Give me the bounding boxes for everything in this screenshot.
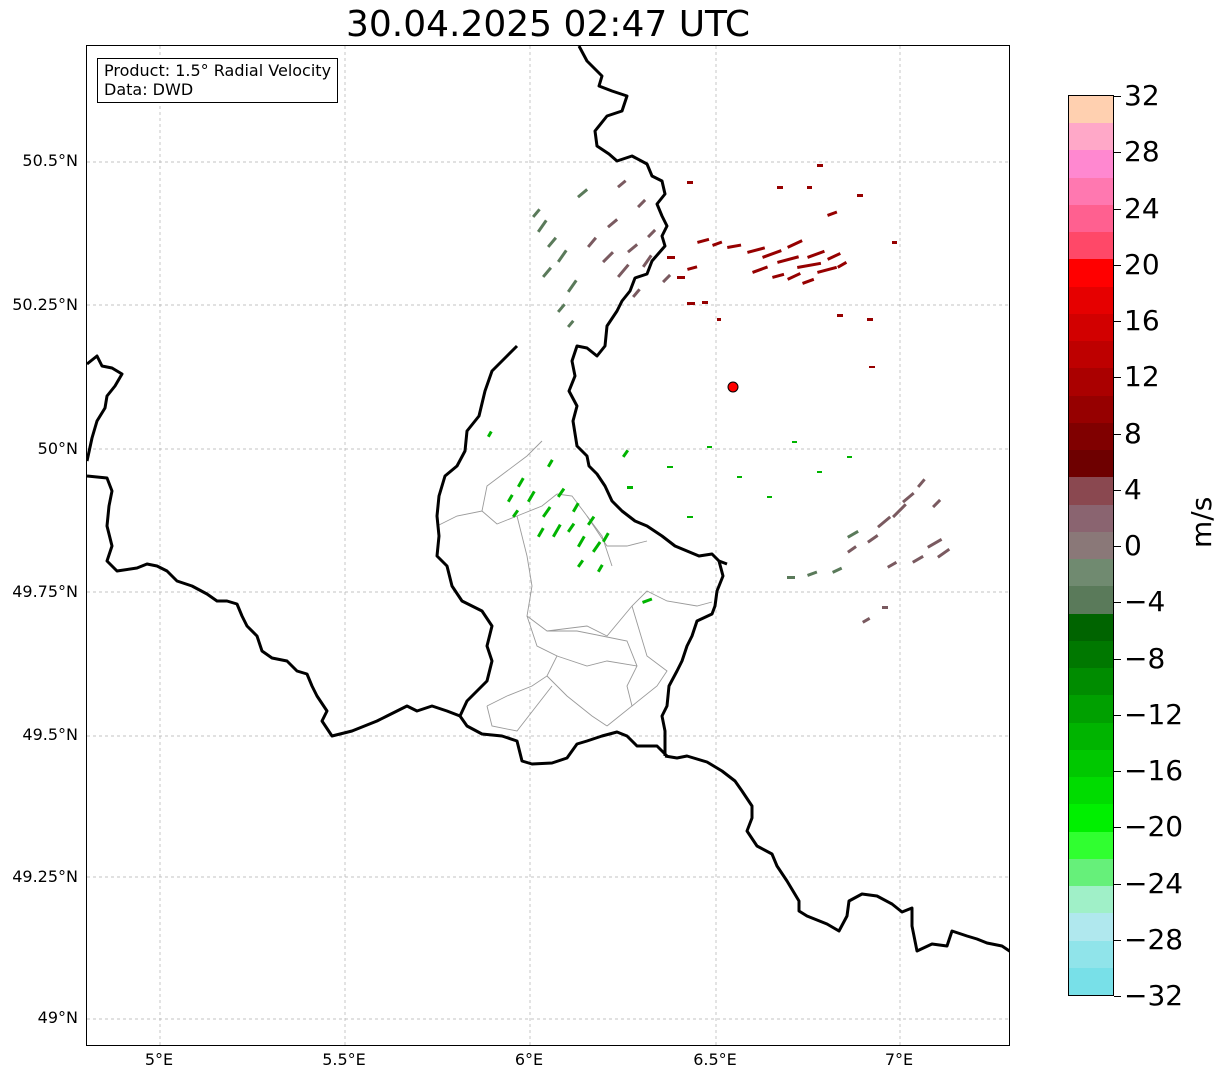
colorbar-segment — [1069, 450, 1113, 478]
colorbar-tick — [1114, 883, 1121, 885]
lon-label: 5°E — [144, 1050, 174, 1069]
colorbar-segment — [1069, 586, 1113, 615]
colorbar-segment — [1069, 559, 1113, 587]
colorbar-tick — [1114, 489, 1121, 491]
colorbar-tick-label: 0 — [1124, 529, 1142, 562]
colorbar-segment — [1069, 804, 1113, 833]
colorbar-segment — [1069, 395, 1113, 424]
velocity-echoes-neutral — [587, 179, 951, 624]
colorbar-tick-label: 12 — [1124, 360, 1160, 394]
colorbar-segment — [1069, 123, 1113, 151]
colorbar-segment — [1069, 640, 1113, 669]
colorbar-tick-label: −28 — [1124, 922, 1184, 956]
lat-label: 49.75°N — [12, 582, 78, 601]
colorbar-segment — [1069, 668, 1113, 696]
colorbar-segment — [1069, 232, 1113, 260]
radar-site-marker — [727, 381, 739, 393]
colorbar-segment — [1069, 722, 1113, 751]
colorbar-tick — [1114, 321, 1121, 322]
colorbar-tick — [1114, 433, 1121, 435]
data-source-label: Data: DWD — [104, 80, 194, 99]
colorbar-segment — [1069, 695, 1113, 724]
lat-label: 50°N — [37, 439, 78, 458]
colorbar-tick — [1114, 996, 1121, 997]
colorbar-unit-label: m/s — [1185, 496, 1218, 548]
colorbar-tick — [1114, 771, 1121, 772]
lat-label: 50.25°N — [12, 295, 78, 314]
colorbar-segment — [1069, 341, 1113, 369]
admin-borders — [436, 440, 713, 732]
map-title: 30.04.2025 02:47 UTC — [345, 4, 751, 45]
colorbar-segment — [1069, 150, 1113, 179]
colorbar-tick — [1114, 96, 1121, 97]
colorbar-tick-label: −24 — [1124, 866, 1184, 900]
colorbar-segment — [1069, 777, 1113, 805]
lat-label: 50.5°N — [22, 151, 78, 170]
colorbar-segment — [1069, 204, 1113, 233]
colorbar-tick-label: −4 — [1124, 585, 1166, 619]
colorbar-tick-label: 16 — [1124, 304, 1160, 337]
product-info-box: Product: 1.5° Radial Velocity Data: DWD — [97, 58, 339, 103]
colorbar-tick — [1114, 939, 1121, 941]
lon-label: 7°E — [884, 1050, 914, 1069]
colorbar-tick-label: 28 — [1124, 135, 1160, 169]
colorbar-tick-label: −16 — [1124, 754, 1184, 787]
colorbar-tick-label: 32 — [1124, 79, 1160, 112]
colorbar-tick-label: 4 — [1124, 472, 1142, 506]
colorbar-segment — [1069, 177, 1113, 206]
colorbar-tick — [1114, 264, 1121, 266]
graticule — [87, 46, 1009, 1045]
colorbar-segment — [1069, 286, 1113, 315]
product-label: Product: 1.5° Radial Velocity — [104, 61, 332, 80]
velocity-echoes-inbound — [487, 430, 852, 604]
colorbar-tick — [1114, 546, 1121, 547]
velocity-echoes-slight-inbound — [532, 188, 859, 579]
colorbar-segment — [1069, 368, 1113, 397]
lat-label: 49.5°N — [22, 725, 78, 744]
colorbar-tick-label: 20 — [1124, 247, 1160, 281]
colorbar-tick-label: −32 — [1124, 979, 1184, 1012]
colorbar-tick — [1114, 658, 1121, 660]
colorbar-segment — [1069, 831, 1113, 860]
colorbar-segment — [1069, 422, 1113, 451]
lat-label: 49.25°N — [12, 867, 78, 886]
colorbar-segment — [1069, 613, 1113, 642]
colorbar-segment — [1069, 259, 1113, 288]
national-borders — [87, 46, 1009, 953]
colorbar-tick — [1114, 827, 1121, 829]
colorbar-segment — [1069, 940, 1113, 969]
colorbar-tick-label: −8 — [1124, 641, 1166, 675]
colorbar-segment — [1069, 531, 1113, 560]
lon-label: 6°E — [514, 1050, 544, 1069]
colorbar-segment — [1069, 913, 1113, 941]
map-canvas — [87, 46, 1009, 1045]
colorbar-tick — [1114, 602, 1121, 604]
colorbar-segment — [1069, 477, 1113, 506]
colorbar-tick-label: 8 — [1124, 416, 1142, 450]
map-panel[interactable] — [86, 45, 1010, 1046]
colorbar-segment — [1069, 504, 1113, 533]
colorbar-tick — [1114, 377, 1121, 379]
velocity-colorbar — [1068, 95, 1114, 996]
colorbar-segment — [1069, 886, 1113, 914]
colorbar-segment — [1069, 967, 1113, 996]
colorbar-segment — [1069, 313, 1113, 342]
lon-label: 5.5°E — [322, 1050, 366, 1069]
colorbar-segment — [1069, 858, 1113, 887]
colorbar-tick-label: −12 — [1124, 697, 1184, 731]
lat-label: 49°N — [37, 1008, 78, 1027]
colorbar-tick-label: −20 — [1124, 810, 1184, 844]
colorbar-segment — [1069, 96, 1113, 124]
lon-label: 6.5°E — [693, 1050, 737, 1069]
colorbar-tick-label: 24 — [1124, 191, 1160, 225]
colorbar-tick — [1114, 208, 1121, 210]
velocity-echoes-outbound — [667, 164, 897, 368]
colorbar-tick — [1114, 152, 1121, 154]
colorbar-tick — [1114, 714, 1121, 716]
colorbar-segment — [1069, 749, 1113, 778]
